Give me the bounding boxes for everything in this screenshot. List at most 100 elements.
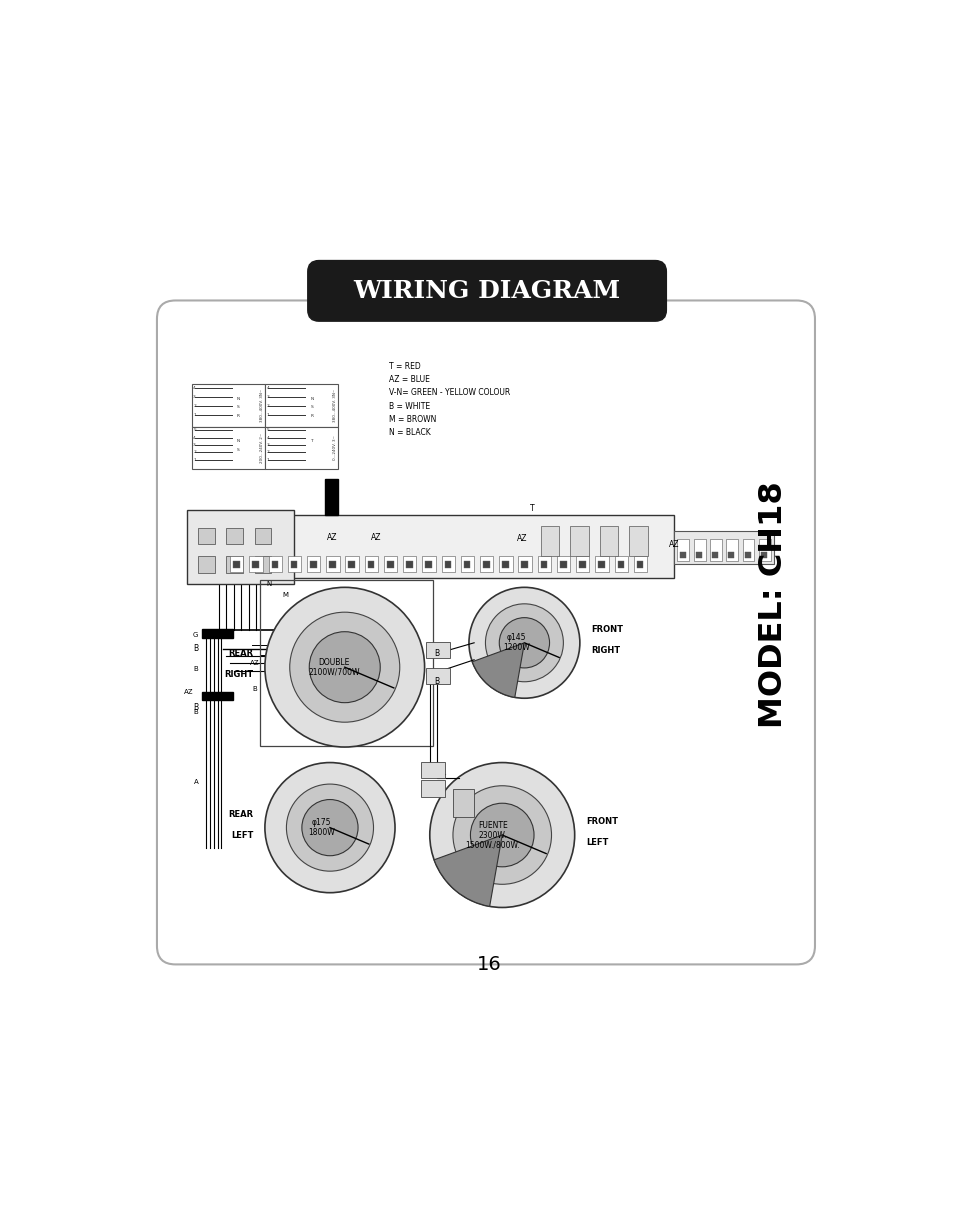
Text: 1500W./800W.: 1500W./800W. — [465, 840, 519, 850]
Bar — [291, 562, 297, 568]
Text: R: R — [310, 414, 313, 418]
Text: B: B — [252, 687, 256, 693]
Bar — [254, 557, 271, 573]
Text: N: N — [310, 397, 314, 401]
Text: 3: 3 — [266, 443, 269, 446]
Text: 2300W.: 2300W. — [478, 830, 506, 840]
Bar — [725, 539, 738, 562]
Text: AZ: AZ — [371, 533, 381, 542]
Text: 5: 5 — [193, 428, 196, 433]
Text: φ145: φ145 — [507, 634, 526, 642]
Bar — [307, 555, 320, 571]
Bar — [479, 555, 493, 571]
Text: 3: 3 — [193, 443, 195, 446]
Bar — [521, 562, 528, 568]
Text: LEFT: LEFT — [232, 830, 253, 840]
Text: 2: 2 — [193, 450, 195, 454]
Bar — [367, 562, 374, 568]
Text: RIGHT: RIGHT — [590, 646, 619, 655]
Text: S: S — [310, 406, 313, 409]
Bar — [744, 552, 750, 558]
Bar — [426, 642, 449, 658]
Bar — [324, 479, 337, 515]
Bar — [406, 562, 413, 568]
Text: A: A — [193, 779, 198, 785]
Text: 1: 1 — [193, 413, 195, 417]
Text: V-N= GREEN - YELLOW COLOUR: V-N= GREEN - YELLOW COLOUR — [389, 389, 510, 397]
Circle shape — [470, 803, 534, 867]
Bar — [226, 528, 242, 544]
Bar — [387, 562, 394, 568]
Text: G: G — [193, 633, 198, 639]
Bar — [463, 562, 470, 568]
Text: 4: 4 — [193, 435, 195, 440]
Bar — [617, 562, 623, 568]
Bar — [233, 562, 239, 568]
Text: B = WHITE: B = WHITE — [389, 402, 430, 411]
Bar — [422, 555, 436, 571]
Bar — [187, 510, 294, 584]
Text: S: S — [237, 447, 239, 452]
Circle shape — [469, 587, 579, 699]
Text: 2: 2 — [266, 405, 269, 408]
Bar — [249, 555, 262, 571]
Text: 1800W: 1800W — [308, 828, 335, 837]
Bar — [192, 427, 265, 470]
Text: N: N — [237, 397, 240, 401]
Bar — [269, 555, 281, 571]
Bar — [348, 562, 355, 568]
Text: 3: 3 — [266, 395, 269, 398]
Bar — [758, 539, 770, 562]
Bar — [198, 557, 214, 573]
Text: 200...240V. 2~: 200...240V. 2~ — [259, 433, 264, 463]
Text: M: M — [282, 592, 289, 598]
Text: 2: 2 — [266, 450, 269, 454]
Bar — [540, 562, 547, 568]
Bar — [460, 555, 474, 571]
Text: AZ: AZ — [517, 535, 527, 543]
Bar — [426, 668, 449, 684]
Circle shape — [265, 587, 424, 747]
Text: 2: 2 — [193, 405, 195, 408]
Bar — [326, 555, 339, 571]
Text: N = BLACK: N = BLACK — [389, 428, 431, 438]
Bar — [226, 557, 242, 573]
Bar — [345, 555, 358, 571]
Bar — [254, 528, 271, 544]
Text: 2100W/700W: 2100W/700W — [308, 667, 359, 677]
Bar — [559, 562, 566, 568]
Text: FRONT: FRONT — [590, 625, 622, 634]
Bar — [576, 555, 589, 571]
Bar — [482, 562, 489, 568]
Bar — [444, 562, 451, 568]
Bar — [310, 562, 316, 568]
Text: 4: 4 — [266, 386, 269, 390]
Bar — [425, 562, 432, 568]
FancyBboxPatch shape — [157, 300, 814, 965]
Circle shape — [453, 786, 551, 884]
Text: FUENTE: FUENTE — [477, 821, 507, 830]
Circle shape — [265, 763, 395, 893]
Bar — [760, 552, 766, 558]
Text: 4: 4 — [266, 435, 269, 440]
Text: AZ: AZ — [184, 689, 193, 695]
Text: 5: 5 — [266, 428, 269, 433]
Bar — [198, 528, 214, 544]
Text: S: S — [237, 406, 239, 409]
Text: WIRING DIAGRAM: WIRING DIAGRAM — [353, 278, 619, 303]
Text: 1: 1 — [266, 457, 269, 461]
Bar — [453, 790, 474, 818]
Text: FRONT: FRONT — [585, 818, 618, 826]
Text: 16: 16 — [476, 955, 500, 973]
Text: R: R — [237, 414, 240, 418]
Bar — [693, 539, 705, 562]
Circle shape — [429, 763, 574, 907]
Text: DOUBLE: DOUBLE — [318, 658, 350, 667]
Text: AZ = BLUE: AZ = BLUE — [389, 375, 430, 384]
Text: 380...400V. 3N~: 380...400V. 3N~ — [259, 389, 264, 422]
Bar — [265, 427, 337, 470]
Bar — [712, 552, 718, 558]
Bar — [629, 526, 647, 555]
Text: N: N — [237, 439, 240, 444]
Text: 1: 1 — [266, 413, 269, 417]
